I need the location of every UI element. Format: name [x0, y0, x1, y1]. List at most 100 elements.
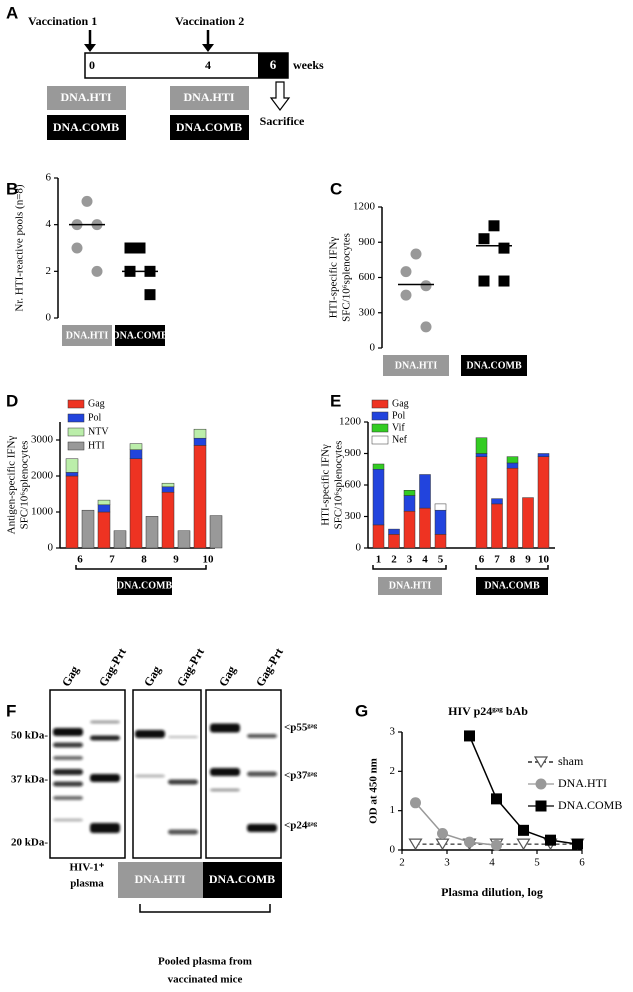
- panel-label: A: [6, 3, 18, 22]
- y-tick-label: 0: [48, 542, 54, 554]
- panel-label: E: [330, 391, 341, 410]
- bar-segment: [193, 428, 207, 439]
- y-tick-label: 1: [390, 804, 396, 816]
- group-label: DNA.HTI: [60, 90, 111, 104]
- y-axis-label: OD at 450 nm: [368, 758, 380, 824]
- x-tick-label: 10: [538, 554, 550, 566]
- point: [518, 824, 529, 836]
- point: [400, 289, 412, 301]
- bar-segment: [161, 491, 175, 549]
- lane-label: Gag: [141, 663, 164, 688]
- y-axis-label: HTI-specific IFNγ: [320, 444, 332, 526]
- bar-segment: [506, 456, 519, 464]
- group-label: DNA.COMB: [117, 580, 173, 591]
- bracket: [475, 565, 549, 570]
- point: [420, 321, 432, 333]
- bar-segment: [129, 458, 143, 549]
- bar-segment: [193, 437, 207, 446]
- band: [53, 742, 83, 748]
- point: [478, 275, 490, 287]
- group-label: DNA.COMB: [466, 360, 522, 371]
- group-label: DNA.COMB: [176, 120, 242, 134]
- band: [210, 723, 240, 733]
- point: [134, 242, 146, 254]
- arrow-head: [202, 44, 214, 52]
- lane-label: Gag-Prt: [174, 646, 207, 689]
- y-tick-label: 900: [345, 447, 362, 459]
- y-tick-label: 0: [390, 844, 396, 856]
- point: [491, 793, 502, 805]
- group-box: [476, 577, 548, 595]
- bar-segment: [65, 472, 79, 477]
- source-label: DNA.HTI: [134, 872, 185, 886]
- legend-label: Vif: [392, 422, 405, 433]
- point: [488, 220, 500, 232]
- panel-label: F: [6, 701, 16, 720]
- group-box: [62, 325, 112, 346]
- band: [210, 768, 240, 776]
- bar-segment: [403, 490, 416, 496]
- timeline: [84, 52, 289, 79]
- bar-segment: [434, 503, 447, 511]
- band: [90, 720, 120, 724]
- bar-segment: [145, 516, 159, 549]
- band: [53, 796, 83, 800]
- bar-segment: [129, 449, 143, 459]
- point: [435, 838, 450, 851]
- panel-a: A Vaccination 1 Vaccination 2 0 4 6 week…: [6, 3, 324, 140]
- group-label: DNA.COMB: [484, 580, 540, 591]
- bar-segment: [403, 495, 416, 512]
- x-tick-label: 4: [422, 554, 428, 566]
- x-tick-label: 2: [391, 554, 397, 566]
- x-tick-label: 3: [444, 857, 450, 869]
- group-box: [47, 115, 126, 140]
- endpoint-label: Sacrifice: [260, 114, 305, 128]
- bar-segment: [506, 462, 519, 469]
- source-box: [203, 862, 282, 898]
- y-axis-label: Nr. HTI-reactive pools (n=8): [14, 184, 26, 311]
- y-tick-label: 300: [359, 306, 376, 318]
- band: [90, 774, 120, 782]
- source-label: HIV-1⁺: [70, 862, 105, 874]
- band: [90, 823, 120, 833]
- panel-label: C: [330, 179, 342, 198]
- legend-marker: [533, 756, 549, 769]
- bar-segment: [81, 509, 95, 549]
- band: [247, 771, 277, 777]
- x-tick-label: 9: [525, 554, 531, 566]
- band: [53, 818, 83, 822]
- size-marker: 37 kDa-: [11, 774, 48, 786]
- band: [135, 730, 165, 738]
- band: [53, 756, 83, 760]
- bar-segment: [475, 456, 488, 549]
- x-tick-label: 2: [399, 857, 405, 869]
- point: [71, 242, 83, 254]
- point: [464, 836, 475, 848]
- legend-swatch: [371, 411, 389, 421]
- bar-segment: [537, 456, 550, 549]
- group-label: DNA.COMB: [53, 120, 119, 134]
- y-axis-label: SFC/10⁶splenocytes: [333, 441, 345, 530]
- group-label: DNA.HTI: [66, 330, 109, 341]
- point: [572, 838, 583, 850]
- note: Pooled plasma from: [158, 956, 252, 968]
- band: [247, 824, 277, 832]
- x-tick-label: 9: [173, 554, 179, 566]
- point: [420, 280, 432, 292]
- y-axis-label: SFC/10⁶splenocytes: [19, 441, 31, 530]
- x-tick-label: 5: [438, 554, 444, 566]
- y-tick-label: 3: [390, 726, 396, 738]
- size-marker: 20 kDa-: [11, 837, 48, 849]
- y-tick-label: 0: [356, 542, 362, 554]
- size-marker: 50 kDa-: [11, 730, 48, 742]
- timeline-tick: 0: [89, 58, 95, 72]
- bar-segment: [161, 486, 175, 493]
- point: [498, 275, 510, 287]
- point: [498, 242, 510, 254]
- bar-segment: [475, 437, 488, 454]
- bar-segment: [419, 474, 431, 509]
- bar-segment: [434, 534, 447, 549]
- series-line: [414, 802, 497, 847]
- timeline-tick: 4: [205, 58, 211, 72]
